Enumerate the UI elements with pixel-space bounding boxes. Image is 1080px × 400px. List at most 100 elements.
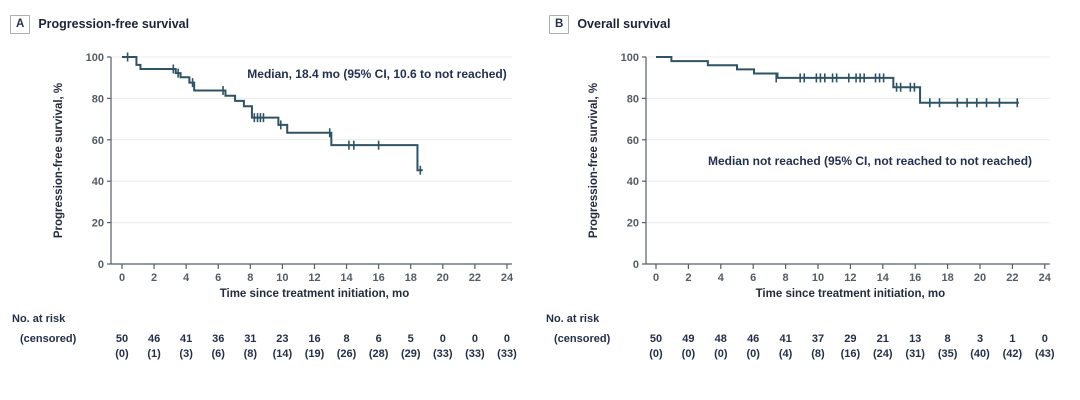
censored-count: (6) xyxy=(212,348,226,360)
censored-count: (0) xyxy=(115,348,129,360)
at-risk-count: 5 xyxy=(408,333,414,345)
y-tick-label: 20 xyxy=(627,218,639,230)
censored-count: (14) xyxy=(273,348,293,360)
x-tick-label: 10 xyxy=(276,272,288,284)
panel-a-title: Progression-free survival xyxy=(38,17,190,32)
x-tick-label: 14 xyxy=(877,272,890,284)
at-risk-count: 0 xyxy=(440,333,446,345)
y-tick-label: 40 xyxy=(627,176,639,188)
censored-count: (42) xyxy=(1003,348,1023,360)
at-risk-count: 41 xyxy=(779,333,791,345)
at-risk-count: 16 xyxy=(308,333,320,345)
at-risk-count: 50 xyxy=(116,333,128,345)
y-tick-label: 0 xyxy=(633,259,639,271)
censored-row-label: (censored) xyxy=(554,333,611,345)
x-tick-label: 14 xyxy=(340,272,353,284)
censored-count: (0) xyxy=(746,348,760,360)
x-tick-label: 18 xyxy=(941,272,953,284)
x-tick-label: 20 xyxy=(974,272,986,284)
y-tick-label: 0 xyxy=(98,259,104,271)
y-tick-label: 20 xyxy=(92,218,104,230)
x-tick-label: 4 xyxy=(183,272,190,284)
x-tick-label: 16 xyxy=(373,272,385,284)
y-tick-label: 60 xyxy=(92,135,104,147)
at-risk-count: 6 xyxy=(376,333,382,345)
x-tick-label: 6 xyxy=(215,272,221,284)
x-tick-label: 0 xyxy=(653,272,659,284)
censored-count: (33) xyxy=(465,348,485,360)
y-tick-label: 100 xyxy=(86,52,104,64)
x-tick-label: 20 xyxy=(437,272,449,284)
censored-count: (33) xyxy=(433,348,453,360)
at-risk-count: 46 xyxy=(747,333,759,345)
panel-b-title: Overall survival xyxy=(577,17,671,32)
censored-count: (4) xyxy=(779,348,793,360)
at-risk-count: 8 xyxy=(945,333,951,345)
at-risk-count: 49 xyxy=(682,333,694,345)
at-risk-count: 21 xyxy=(877,333,889,345)
at-risk-row-label: No. at risk xyxy=(546,313,600,325)
y-axis-title: Progression-free survival, % xyxy=(53,83,65,238)
x-axis-title: Time since treatment initiation, mo xyxy=(756,288,946,300)
x-tick-label: 0 xyxy=(119,272,125,284)
y-tick-label: 100 xyxy=(621,52,639,64)
censored-count: (35) xyxy=(938,348,958,360)
censored-count: (31) xyxy=(905,348,925,360)
y-tick-label: 80 xyxy=(92,93,104,105)
censored-count: (8) xyxy=(244,348,258,360)
y-tick-label: 80 xyxy=(627,93,639,105)
x-tick-label: 12 xyxy=(844,272,856,284)
km-curve xyxy=(122,56,423,172)
censored-count: (28) xyxy=(369,348,389,360)
x-tick-label: 6 xyxy=(750,272,756,284)
x-tick-label: 22 xyxy=(469,272,481,284)
at-risk-count: 31 xyxy=(244,333,256,345)
at-risk-count: 29 xyxy=(844,333,856,345)
at-risk-count: 0 xyxy=(1042,333,1048,345)
censored-count: (3) xyxy=(179,348,193,360)
x-tick-label: 8 xyxy=(783,272,789,284)
at-risk-count: 13 xyxy=(909,333,921,345)
x-tick-label: 22 xyxy=(1006,272,1018,284)
at-risk-count: 3 xyxy=(977,333,983,345)
at-risk-count: 36 xyxy=(212,333,224,345)
censored-count: (0) xyxy=(649,348,663,360)
at-risk-count: 8 xyxy=(343,333,349,345)
censored-count: (29) xyxy=(401,348,421,360)
x-tick-label: 16 xyxy=(909,272,921,284)
at-risk-count: 0 xyxy=(472,333,478,345)
censored-count: (16) xyxy=(841,348,861,360)
x-tick-label: 2 xyxy=(151,272,157,284)
x-tick-label: 10 xyxy=(812,272,824,284)
at-risk-count: 41 xyxy=(180,333,192,345)
censored-count: (24) xyxy=(873,348,893,360)
panel-b-label-box: B xyxy=(549,15,570,34)
y-axis-title: Progression-free survival, % xyxy=(588,83,600,238)
censored-count: (19) xyxy=(305,348,325,360)
y-tick-label: 40 xyxy=(92,176,104,188)
censored-count: (40) xyxy=(970,348,990,360)
at-risk-count: 48 xyxy=(715,333,727,345)
x-tick-label: 18 xyxy=(405,272,417,284)
x-axis-title: Time since treatment initiation, mo xyxy=(220,288,410,300)
at-risk-count: 50 xyxy=(650,333,662,345)
x-tick-label: 8 xyxy=(247,272,253,284)
at-risk-count: 23 xyxy=(276,333,288,345)
panel-b-header: B Overall survival xyxy=(549,15,670,34)
at-risk-count: 0 xyxy=(504,333,510,345)
panel-progression-free-survival: A Progression-free survival 0 20 40 60 80 100… xyxy=(10,15,517,360)
x-tick-label: 12 xyxy=(308,272,320,284)
panel-a-header: A Progression-free survival xyxy=(10,15,189,34)
km-curve xyxy=(656,56,1019,104)
x-tick-label: 24 xyxy=(1039,272,1052,284)
censored-count: (43) xyxy=(1035,348,1055,360)
censored-count: (1) xyxy=(147,348,161,360)
censored-count: (0) xyxy=(682,348,696,360)
at-risk-count: 46 xyxy=(148,333,160,345)
panel-overall-survival: B Overall survival 0 20 40 60 80 100 0 2 4 6 8 10 12… xyxy=(540,0,1080,400)
censored-row-label: (censored) xyxy=(20,333,77,345)
panel-a-label-box: A xyxy=(10,15,31,34)
